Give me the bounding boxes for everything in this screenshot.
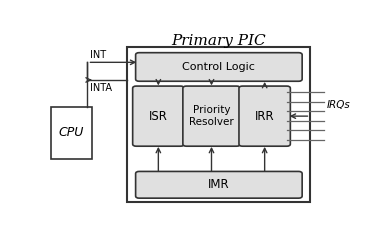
FancyBboxPatch shape [133,86,184,146]
Text: IRQs: IRQs [327,100,351,110]
Text: INT: INT [90,50,107,60]
FancyBboxPatch shape [136,171,302,198]
Text: Primary PIC: Primary PIC [171,33,266,47]
Bar [51,107,92,159]
Text: ISR: ISR [149,110,168,123]
FancyBboxPatch shape [183,86,240,146]
Text: CPU: CPU [59,126,84,139]
FancyBboxPatch shape [239,86,290,146]
Bar [127,47,311,201]
FancyBboxPatch shape [136,53,302,81]
Text: Priority
Resolver: Priority Resolver [189,105,234,127]
Text: IRR: IRR [255,110,274,123]
Text: IMR: IMR [208,178,230,191]
Text: INTA: INTA [90,83,112,93]
Text: Control Logic: Control Logic [182,62,255,72]
